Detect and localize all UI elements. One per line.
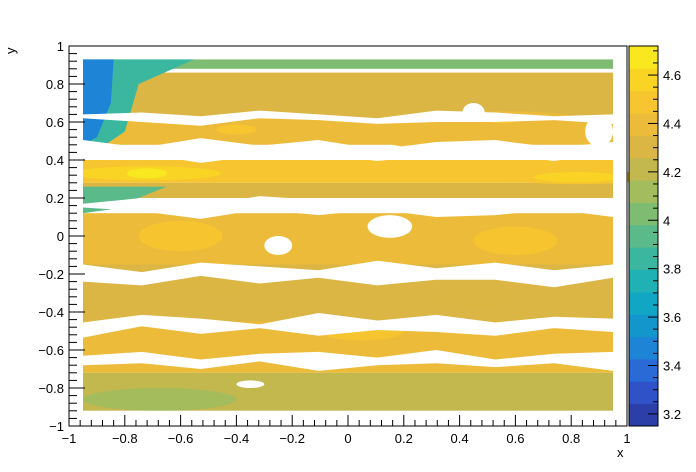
contour-band bbox=[82, 59, 614, 69]
hotspot-level bbox=[556, 172, 597, 183]
cold-level bbox=[82, 59, 114, 145]
color-scale-segment bbox=[629, 90, 658, 114]
hotspot-level bbox=[216, 124, 257, 135]
color-scale-segment bbox=[629, 224, 658, 248]
x-tick-label: 0.8 bbox=[562, 431, 580, 446]
color-scale-segment bbox=[629, 314, 658, 338]
hotspot bbox=[503, 170, 651, 185]
missing-data-blob bbox=[367, 215, 413, 238]
color-scale-label: 4.6 bbox=[663, 68, 681, 83]
x-tick-label: 0.6 bbox=[506, 431, 524, 446]
y-tick-label: 1 bbox=[57, 39, 64, 54]
color-scale-segment bbox=[629, 68, 658, 92]
x-tick-label: 0 bbox=[344, 431, 351, 446]
y-tick-label: −0.8 bbox=[38, 381, 64, 396]
contour-patch bbox=[431, 289, 516, 309]
y-tick-label: 0.2 bbox=[46, 191, 64, 206]
y-tick-label: −0.2 bbox=[38, 267, 64, 282]
y-tick-label: 0.4 bbox=[46, 153, 64, 168]
color-scale-segment bbox=[629, 381, 658, 405]
missing-data-blob bbox=[462, 103, 485, 122]
missing-data-gap bbox=[82, 350, 614, 371]
color-scale-label: 4.4 bbox=[663, 116, 681, 131]
color-scale-segment bbox=[629, 46, 658, 69]
color-scale-segment bbox=[629, 247, 658, 271]
missing-data-gap bbox=[82, 312, 614, 338]
contour-band bbox=[82, 182, 614, 198]
contour-patch bbox=[473, 226, 558, 255]
color-scale-segment bbox=[629, 180, 658, 203]
hotspot-level bbox=[127, 168, 168, 179]
missing-data-blob bbox=[264, 236, 293, 255]
hotspot bbox=[73, 166, 221, 181]
color-scale-label: 4 bbox=[663, 213, 670, 228]
color-scale-label: 3.4 bbox=[663, 358, 681, 373]
color-scale-label: 3.8 bbox=[663, 262, 681, 277]
color-scale: 3.2 3.4 3.6 3.8 4 4.2 4.4 4.6 bbox=[628, 45, 681, 427]
x-tick-label: −0.8 bbox=[112, 431, 138, 446]
y-tick-label: 0.8 bbox=[46, 77, 64, 92]
x-tick-label: −0.6 bbox=[168, 431, 194, 446]
x-tick-label: 0.4 bbox=[451, 431, 469, 446]
y-axis-label: y bbox=[3, 47, 18, 54]
y-tick-label: 0 bbox=[57, 229, 64, 244]
missing-data-blob bbox=[585, 116, 614, 147]
x-axis-label: x bbox=[617, 445, 624, 460]
color-scale-label: 4.2 bbox=[663, 165, 681, 180]
color-scale-segment bbox=[629, 202, 658, 226]
missing-data-gap bbox=[82, 138, 614, 163]
hotspot bbox=[162, 122, 311, 137]
contour-band bbox=[82, 72, 614, 119]
top-margin bbox=[69, 46, 627, 60]
x-tick-label: 0.2 bbox=[395, 431, 413, 446]
x-tick-label: 1 bbox=[623, 431, 630, 446]
x-tick-label: −0.2 bbox=[279, 431, 305, 446]
contour-band bbox=[82, 160, 614, 183]
right-margin bbox=[613, 46, 627, 426]
color-scale-label: 3.6 bbox=[663, 310, 681, 325]
y-tick-label: −1 bbox=[49, 419, 64, 434]
color-scale-segment bbox=[629, 135, 658, 159]
x-tick-label: −0.4 bbox=[224, 431, 250, 446]
x-axis: −1 −0.8 −0.6 −0.4 −0.2 0 0.2 0.4 0.6 0.8 1 bbox=[62, 415, 631, 446]
missing-data-gap bbox=[82, 196, 614, 219]
y-tick-label: 0.6 bbox=[46, 115, 64, 130]
x-tick-label: −1 bbox=[62, 431, 77, 446]
color-scale-label: 3.2 bbox=[663, 407, 681, 422]
color-scale-segment bbox=[629, 269, 658, 293]
y-tick-label: −0.4 bbox=[38, 305, 64, 320]
color-scale-segment bbox=[629, 336, 658, 360]
y-axis: −1 −0.8 −0.6 −0.4 −0.2 0 0.2 0.4 0.6 0.8 1 bbox=[38, 39, 85, 434]
color-scale-segment bbox=[629, 113, 658, 136]
missing-data-regions bbox=[69, 46, 627, 426]
color-scale-segment bbox=[629, 358, 658, 382]
color-scale-segment bbox=[629, 157, 658, 181]
missing-data-blob bbox=[236, 380, 265, 389]
contour-patch bbox=[138, 220, 223, 252]
y-tick-label: −0.6 bbox=[38, 343, 64, 358]
color-scale-frame bbox=[628, 45, 659, 427]
color-scale-segment bbox=[629, 291, 658, 315]
color-scale-segment bbox=[629, 403, 658, 427]
missing-data-gap bbox=[82, 260, 614, 288]
contour-patch bbox=[82, 388, 237, 411]
